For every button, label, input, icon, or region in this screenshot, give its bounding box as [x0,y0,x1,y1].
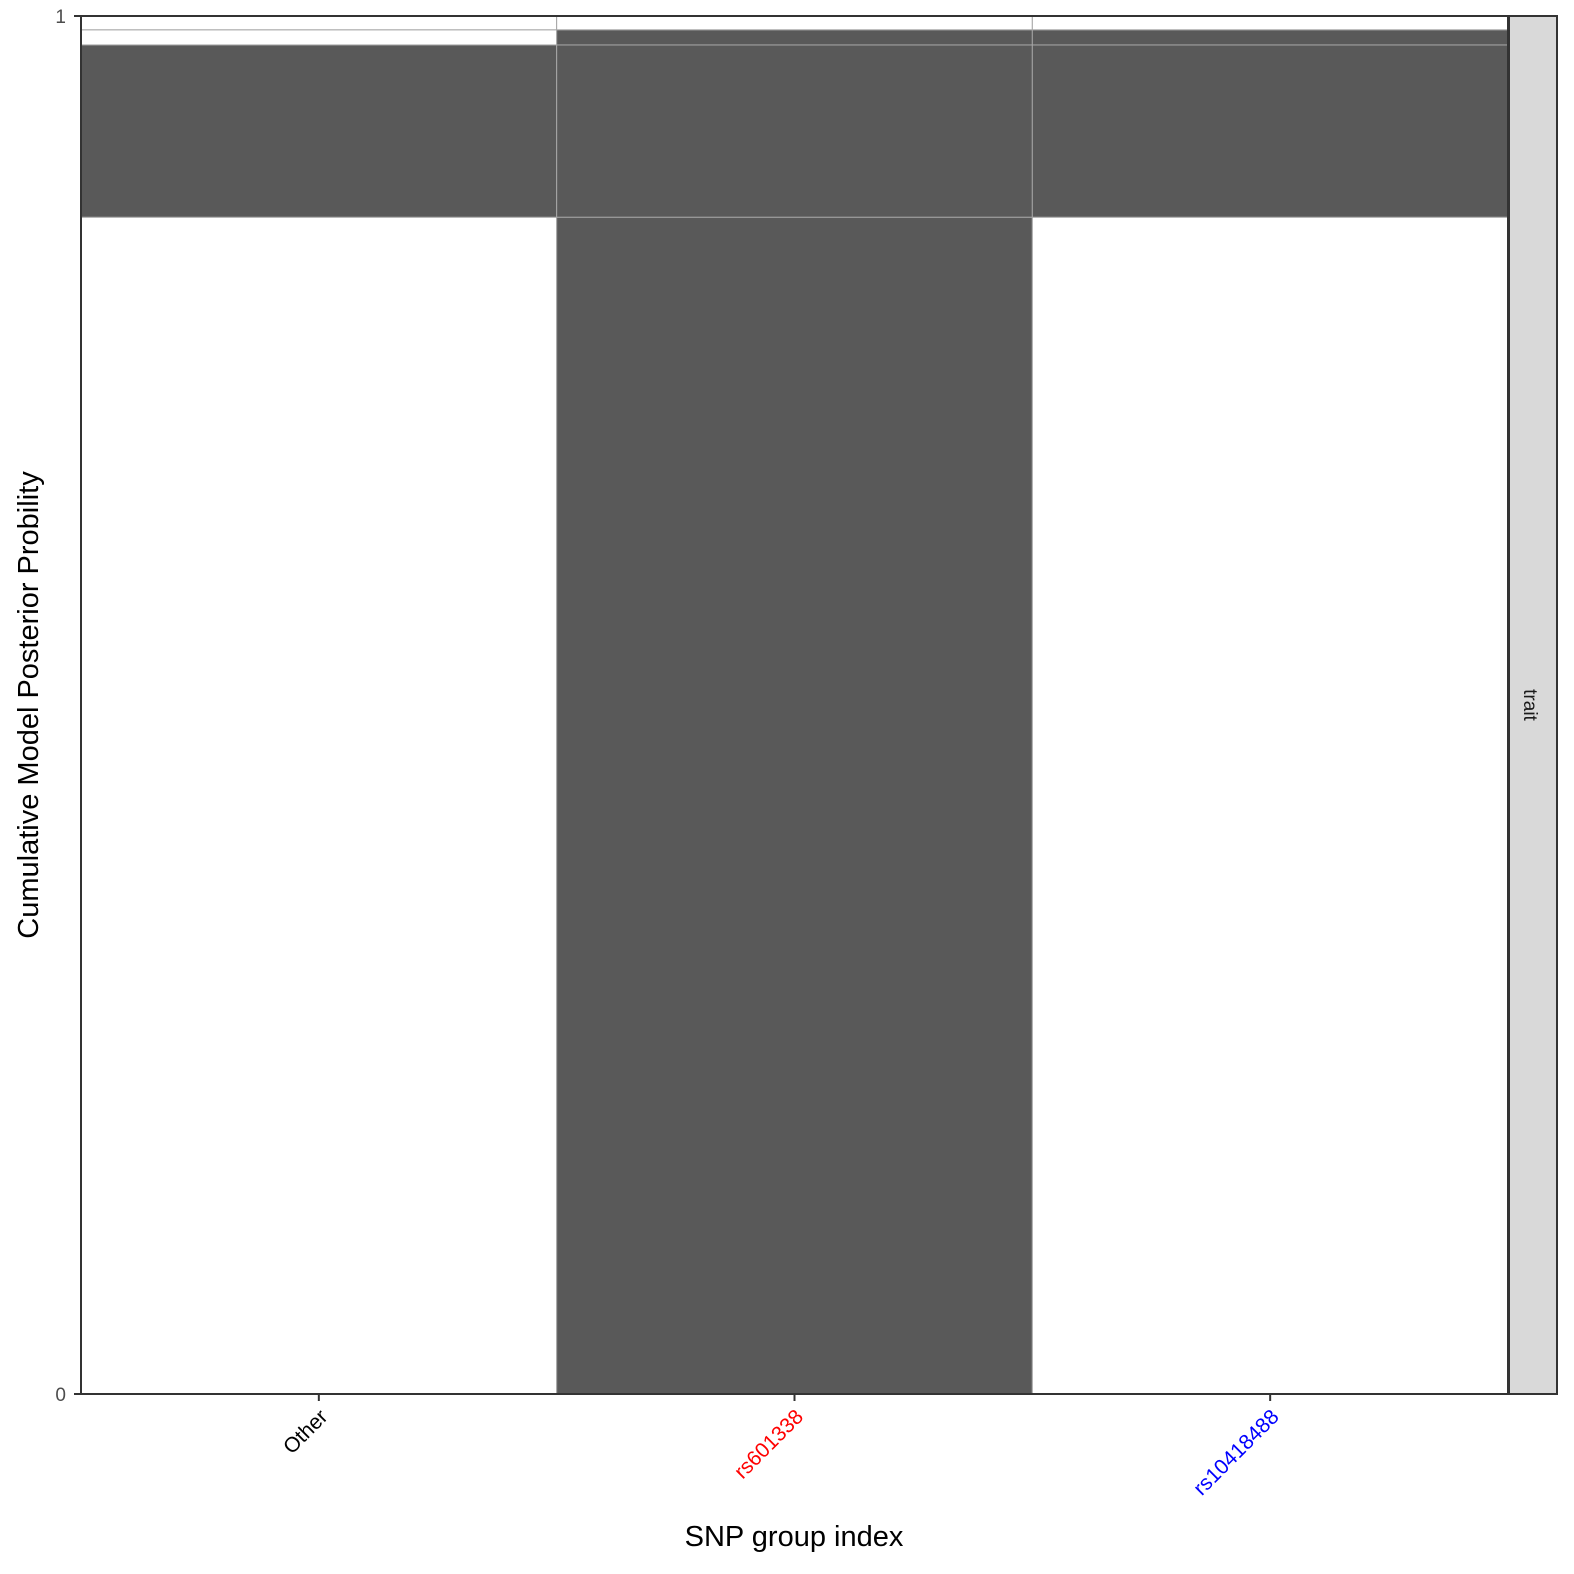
bar-segment-model-4-rs601338 [556,15,1033,31]
y-axis: 01 [55,7,81,1406]
y-tick-label: 1 [55,7,66,28]
x-tick-label-rs10418488: rs10418488 [1189,1405,1284,1500]
x-axis-title: SNP group index [685,1521,904,1553]
bar-segment-model-1-Other [80,216,558,1395]
x-tick-label-Other: Other [279,1405,332,1458]
y-axis-title: Cumulative Model Posterior Probility [13,471,45,939]
x-axis: Other rs601338 rs10418488 [279,1394,1284,1500]
bar-segment-model-2-rs601338 [556,44,1033,218]
bar-segment-model-2-Other [80,44,558,218]
facet-strip-label: trait [1519,689,1540,721]
bar-segment-model-3-rs10418488 [1031,29,1509,46]
facet-strip-background [1508,15,1558,1395]
x-tick-label-rs601338: rs601338 [730,1405,808,1483]
y-tick-label: 0 [55,1385,66,1406]
facet-strip: trait [1508,15,1558,1395]
bar-segment-model-2-rs10418488 [1031,44,1509,218]
bar-segment-model-1-rs10418488 [1031,216,1509,1395]
bar-segment-model-4-rs10418488 [1031,15,1509,31]
bar-segment-model-3-Other [80,29,558,46]
bar-segment-model-1-rs601338 [556,216,1033,1395]
bar-segment-model-3-rs601338 [556,29,1033,46]
bar-segment-model-4-Other [80,15,558,31]
bars-layer [80,15,1509,1395]
